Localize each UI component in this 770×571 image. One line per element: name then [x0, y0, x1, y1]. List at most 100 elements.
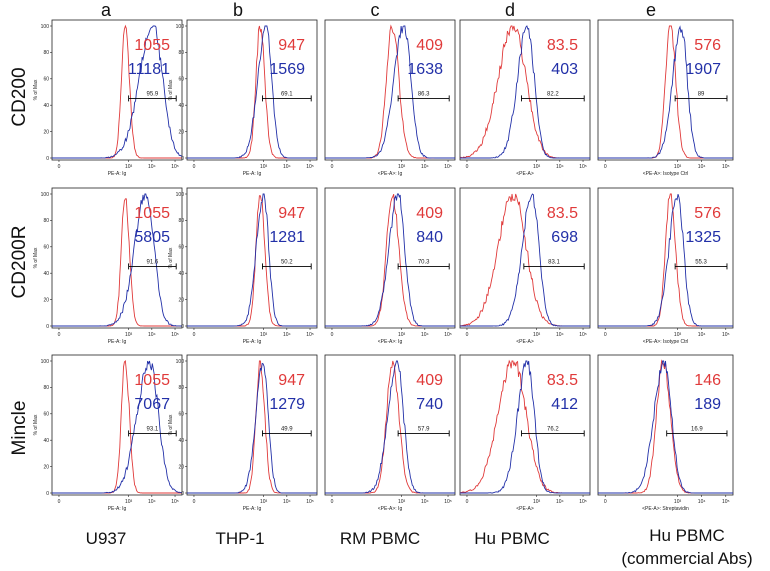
panel-frame: [597, 354, 734, 496]
y-axis-title: % of Max: [33, 414, 39, 435]
stain-mfi-value: 840: [416, 229, 443, 246]
y-tick-label: 60: [43, 412, 49, 418]
y-axis-title: % of Max: [168, 414, 174, 435]
x-tick-label: 10⁵: [579, 164, 587, 170]
x-tick-label: 10⁵: [171, 164, 179, 170]
x-tick-label: 0: [193, 499, 196, 505]
x-tick-label: 10⁴: [283, 332, 291, 338]
x-tick-label: 0: [466, 499, 469, 505]
x-tick-label: 10⁵: [306, 164, 314, 170]
x-tick-label: 10⁵: [722, 499, 730, 505]
y-tick-label: 80: [178, 50, 184, 56]
y-tick-label: 60: [178, 412, 184, 418]
y-axis-title: % of Max: [33, 247, 39, 268]
isotype-mfi-value: 409: [416, 37, 443, 54]
stain-mfi-value: 412: [551, 396, 578, 413]
isotype-mfi-value: 1055: [134, 205, 170, 222]
histogram-panel-cd200r-a: 0 20 40 60 80 100 % of Max 0 10³ 10⁴ 10⁵ PE-A: Ig 91…: [33, 187, 183, 345]
histogram-panel-cd200-d: 0 10³ 10⁴ 10⁵ <PE-A> 82.2 83.5 403: [459, 19, 591, 177]
x-tick-label: 10⁴: [148, 499, 156, 505]
x-tick-label: 10³: [533, 164, 541, 170]
stain-mfi-value: 1281: [269, 229, 305, 246]
histogram-panel-cd200r-b: 0 20 40 60 80 100 % of Max 0 10³ 10⁴ 10⁵ PE-A: Ig 50…: [168, 187, 318, 345]
x-tick-label: 10⁴: [698, 332, 706, 338]
histogram-panels: 0 20 40 60 80 100 % of Max 0 10³ 10⁴ 10⁵ PE-A: Ig 95…: [33, 19, 734, 512]
column-letter-b: b: [233, 0, 243, 20]
stain-mfi-value: 1279: [269, 396, 305, 413]
y-tick-label: 0: [181, 156, 184, 162]
x-axis-title: <PE-A>: Ig: [378, 171, 403, 177]
y-tick-label: 60: [178, 77, 184, 83]
x-tick-label: 10³: [260, 332, 268, 338]
x-tick-label: 0: [58, 332, 61, 338]
histogram-panel-cd200r-e: 0 10³ 10⁴ 10⁵ <PE-A>: Isotype Ctrl 55.3 576 132…: [597, 187, 734, 345]
stain-mfi-value: 698: [551, 229, 578, 246]
y-tick-label: 20: [178, 129, 184, 135]
histogram-panel-cd200-c: 0 10³ 10⁴ 10⁵ <PE-A>: Ig 86.3 409 1638: [324, 19, 456, 177]
panel-frame: [459, 19, 591, 161]
x-tick-label: 10⁵: [444, 499, 452, 505]
stain-mfi-value: 11181: [128, 61, 170, 78]
gate-percent-label: 69.1: [281, 91, 293, 97]
cell-label-b: THP-1: [215, 529, 264, 548]
stain-mfi-value: 189: [694, 396, 721, 413]
x-tick-label: 10³: [125, 499, 133, 505]
y-tick-label: 60: [43, 77, 49, 83]
y-tick-label: 80: [178, 385, 184, 391]
stain-mfi-value: 403: [551, 61, 578, 78]
stain-histogram: [460, 360, 590, 494]
y-tick-label: 80: [43, 50, 49, 56]
stain-histogram: [460, 193, 590, 327]
x-axis-title: PE-A: Ig: [243, 506, 262, 512]
stain-histogram: [52, 193, 182, 327]
panel-frame: [51, 19, 183, 161]
x-tick-label: 10⁵: [579, 332, 587, 338]
x-tick-label: 0: [331, 332, 334, 338]
x-tick-label: 0: [466, 164, 469, 170]
x-tick-label: 0: [58, 499, 61, 505]
x-tick-label: 10³: [398, 499, 406, 505]
stain-histogram: [187, 25, 317, 159]
gate-percent-label: 55.3: [695, 259, 707, 265]
x-tick-label: 10⁴: [556, 332, 564, 338]
stain-mfi-value: 7067: [134, 396, 170, 413]
x-axis-title: PE-A: Ig: [243, 339, 262, 345]
isotype-mfi-value: 947: [278, 205, 305, 222]
x-tick-label: 10⁴: [556, 164, 564, 170]
isotype-mfi-value: 947: [278, 372, 305, 389]
y-tick-label: 20: [43, 464, 49, 470]
x-tick-label: 0: [604, 164, 607, 170]
stain-histogram: [187, 362, 317, 494]
row-label-cd200: CD200: [9, 67, 30, 126]
panel-frame: [459, 354, 591, 496]
x-tick-label: 10⁴: [698, 499, 706, 505]
x-tick-label: 10⁴: [421, 499, 429, 505]
histogram-panel-cd200r-d: 0 10³ 10⁴ 10⁵ <PE-A> 83.1 83.5 698: [459, 187, 591, 345]
stain-histogram: [52, 25, 183, 159]
histogram-panel-cd200-b: 0 20 40 60 80 100 % of Max 0 10³ 10⁴ 10⁵ PE-A: Ig 69…: [168, 19, 318, 177]
stain-mfi-value: 1638: [407, 61, 443, 78]
y-tick-label: 80: [43, 385, 49, 391]
stain-mfi-value: 5805: [134, 229, 170, 246]
y-tick-label: 0: [46, 324, 49, 330]
y-tick-label: 40: [43, 438, 49, 444]
isotype-mfi-value: 1055: [134, 37, 170, 54]
gate-percent-label: 50.2: [281, 259, 293, 265]
histogram-panel-mincle-b: 0 20 40 60 80 100 % of Max 0 10³ 10⁴ 10⁵ PE-A: Ig 49…: [168, 354, 318, 512]
y-tick-label: 20: [43, 297, 49, 303]
x-tick-label: 10⁵: [579, 499, 587, 505]
y-axis-title: % of Max: [168, 247, 174, 268]
isotype-mfi-value: 83.5: [547, 205, 578, 222]
gate-percent-label: 86.3: [418, 91, 430, 97]
x-axis-title: <PE-A>: Isotype Ctrl: [643, 171, 689, 177]
isotype-mfi-value: 947: [278, 37, 305, 54]
y-tick-label: 40: [43, 103, 49, 109]
isotype-mfi-value: 146: [694, 372, 721, 389]
gate-percent-label: 57.9: [418, 426, 430, 432]
isotype-mfi-value: 576: [694, 37, 721, 54]
stain-mfi-value: 1907: [685, 61, 721, 78]
cell-label-d: Hu PBMC: [474, 529, 550, 548]
isotype-mfi-value: 409: [416, 205, 443, 222]
x-axis-title: <PE-A>: [516, 339, 534, 345]
